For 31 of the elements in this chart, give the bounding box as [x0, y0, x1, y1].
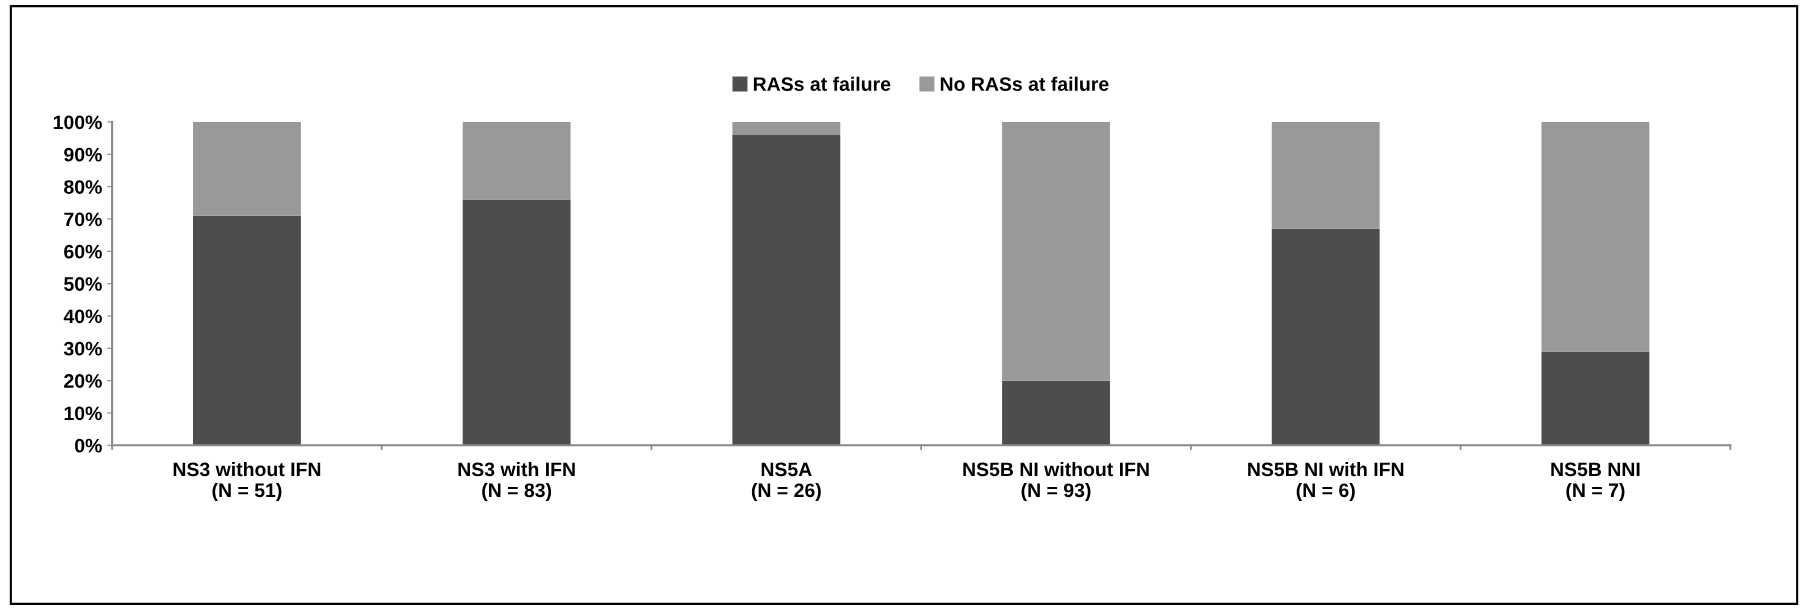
y-tick-label: 40% [63, 309, 102, 324]
legend-label: RASs at failure [753, 76, 891, 91]
y-tick-label: 60% [64, 244, 102, 259]
legend-label: No RASs at failure [940, 76, 1109, 91]
x-tick-label: NS5B NI with IFN (N = 6) [1248, 461, 1404, 502]
bar [732, 134, 841, 446]
y-tick-label: 90% [64, 147, 102, 162]
y-tick-label: 20% [64, 374, 102, 388]
bar [1271, 122, 1380, 229]
y-tick-label: 70% [64, 212, 102, 227]
bar [1002, 380, 1110, 446]
bar [732, 122, 841, 135]
x-tick-label: NS3 without IFN (N = 51) [173, 461, 321, 502]
bar [1002, 122, 1110, 381]
bar [1271, 228, 1380, 446]
x-tick-label: NS5B NI without IFN (N = 93) [963, 461, 1149, 502]
bar [193, 122, 301, 216]
x-tick-label: NS3 with IFN (N = 83) [458, 461, 575, 502]
y-tick-label: 50% [64, 277, 102, 291]
bar [193, 215, 301, 446]
bar [462, 199, 571, 446]
x-tick-label: NS5A (N = 26) [751, 462, 821, 502]
bar [462, 122, 571, 200]
bar [1541, 122, 1650, 352]
bar [1541, 351, 1650, 446]
y-tick-label: 30% [63, 341, 102, 356]
x-tick-label: NS5B NNI (N = 7) [1551, 462, 1640, 502]
y-tick-label: 10% [64, 406, 102, 421]
y-tick-label: 80% [64, 180, 102, 194]
y-tick-label: 100% [53, 115, 102, 130]
y-tick-label: 0% [75, 438, 102, 453]
